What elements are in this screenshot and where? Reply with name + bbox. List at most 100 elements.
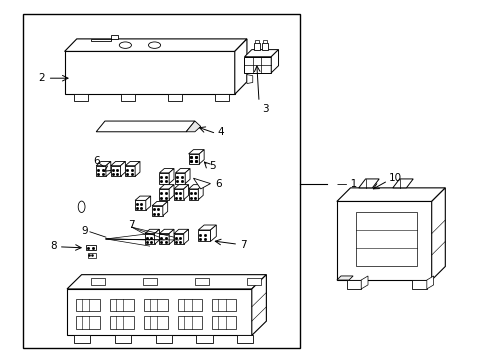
Polygon shape	[96, 121, 195, 132]
Polygon shape	[145, 196, 150, 210]
Bar	[110, 316, 134, 329]
Ellipse shape	[78, 201, 85, 212]
Bar	[346, 280, 361, 289]
Bar	[152, 206, 163, 216]
Polygon shape	[144, 229, 159, 234]
Bar	[195, 278, 208, 285]
Bar	[144, 234, 154, 244]
Text: 10: 10	[388, 173, 401, 183]
Bar	[244, 57, 271, 73]
Polygon shape	[152, 202, 167, 206]
Polygon shape	[234, 39, 246, 94]
Bar	[237, 336, 253, 343]
Polygon shape	[163, 202, 167, 216]
Bar	[262, 43, 268, 50]
Polygon shape	[169, 168, 174, 184]
Bar	[168, 94, 182, 102]
Bar	[263, 40, 267, 43]
Bar	[159, 173, 169, 184]
Polygon shape	[426, 276, 433, 289]
Bar	[143, 278, 157, 285]
Bar	[74, 336, 90, 343]
Polygon shape	[392, 179, 412, 188]
Bar	[198, 230, 210, 242]
Bar	[143, 316, 168, 329]
Bar	[411, 280, 426, 289]
Polygon shape	[120, 161, 125, 176]
Polygon shape	[91, 35, 118, 41]
Bar	[91, 278, 105, 285]
Bar	[86, 245, 96, 250]
Polygon shape	[185, 168, 190, 184]
Bar	[159, 234, 169, 244]
Polygon shape	[159, 185, 174, 189]
Polygon shape	[169, 185, 174, 200]
Bar	[178, 316, 202, 329]
Polygon shape	[246, 75, 252, 84]
Polygon shape	[336, 188, 445, 202]
Bar	[188, 154, 199, 164]
Polygon shape	[67, 275, 266, 289]
Bar	[211, 316, 236, 329]
Bar	[159, 189, 169, 200]
Polygon shape	[159, 168, 174, 173]
Bar	[23, 14, 300, 348]
Bar	[215, 94, 228, 102]
Bar	[76, 316, 100, 329]
Bar	[143, 298, 168, 311]
Polygon shape	[96, 161, 111, 166]
Polygon shape	[169, 229, 174, 244]
Bar	[125, 166, 135, 176]
Bar	[115, 336, 131, 343]
Polygon shape	[174, 229, 188, 234]
Polygon shape	[111, 161, 125, 166]
Bar	[175, 173, 185, 184]
Polygon shape	[198, 185, 203, 200]
Bar	[174, 234, 183, 244]
Text: 5: 5	[209, 161, 216, 171]
Polygon shape	[183, 229, 188, 244]
Bar	[174, 189, 183, 200]
Polygon shape	[361, 276, 367, 289]
Bar	[255, 40, 259, 43]
Text: — 1: — 1	[336, 179, 356, 189]
Bar	[121, 94, 135, 102]
Text: 4: 4	[217, 127, 224, 138]
Bar	[211, 298, 236, 311]
Polygon shape	[271, 50, 278, 73]
Bar	[178, 298, 202, 311]
Bar	[246, 278, 260, 285]
Polygon shape	[186, 121, 201, 132]
Text: 8: 8	[51, 241, 57, 251]
Polygon shape	[125, 161, 140, 166]
Bar	[64, 51, 234, 94]
Polygon shape	[244, 50, 278, 57]
Polygon shape	[135, 196, 150, 201]
Bar	[76, 298, 100, 311]
Bar	[74, 94, 88, 102]
Polygon shape	[106, 161, 111, 176]
Bar	[96, 166, 106, 176]
Text: 2: 2	[39, 73, 45, 83]
Polygon shape	[174, 185, 188, 189]
Polygon shape	[135, 161, 140, 176]
Text: 7: 7	[239, 240, 246, 250]
Polygon shape	[198, 225, 216, 230]
Bar	[188, 189, 198, 200]
Polygon shape	[210, 225, 216, 242]
Polygon shape	[154, 229, 159, 244]
Text: 3: 3	[262, 104, 268, 113]
Polygon shape	[431, 188, 445, 280]
Polygon shape	[251, 275, 266, 336]
Polygon shape	[183, 185, 188, 200]
Bar	[356, 212, 416, 266]
Ellipse shape	[119, 42, 131, 48]
Ellipse shape	[148, 42, 160, 48]
Polygon shape	[159, 229, 174, 234]
Bar	[254, 43, 260, 50]
Polygon shape	[246, 60, 252, 69]
Text: 9: 9	[81, 226, 88, 236]
Text: 6: 6	[215, 179, 222, 189]
Bar	[156, 336, 171, 343]
Polygon shape	[358, 179, 378, 188]
